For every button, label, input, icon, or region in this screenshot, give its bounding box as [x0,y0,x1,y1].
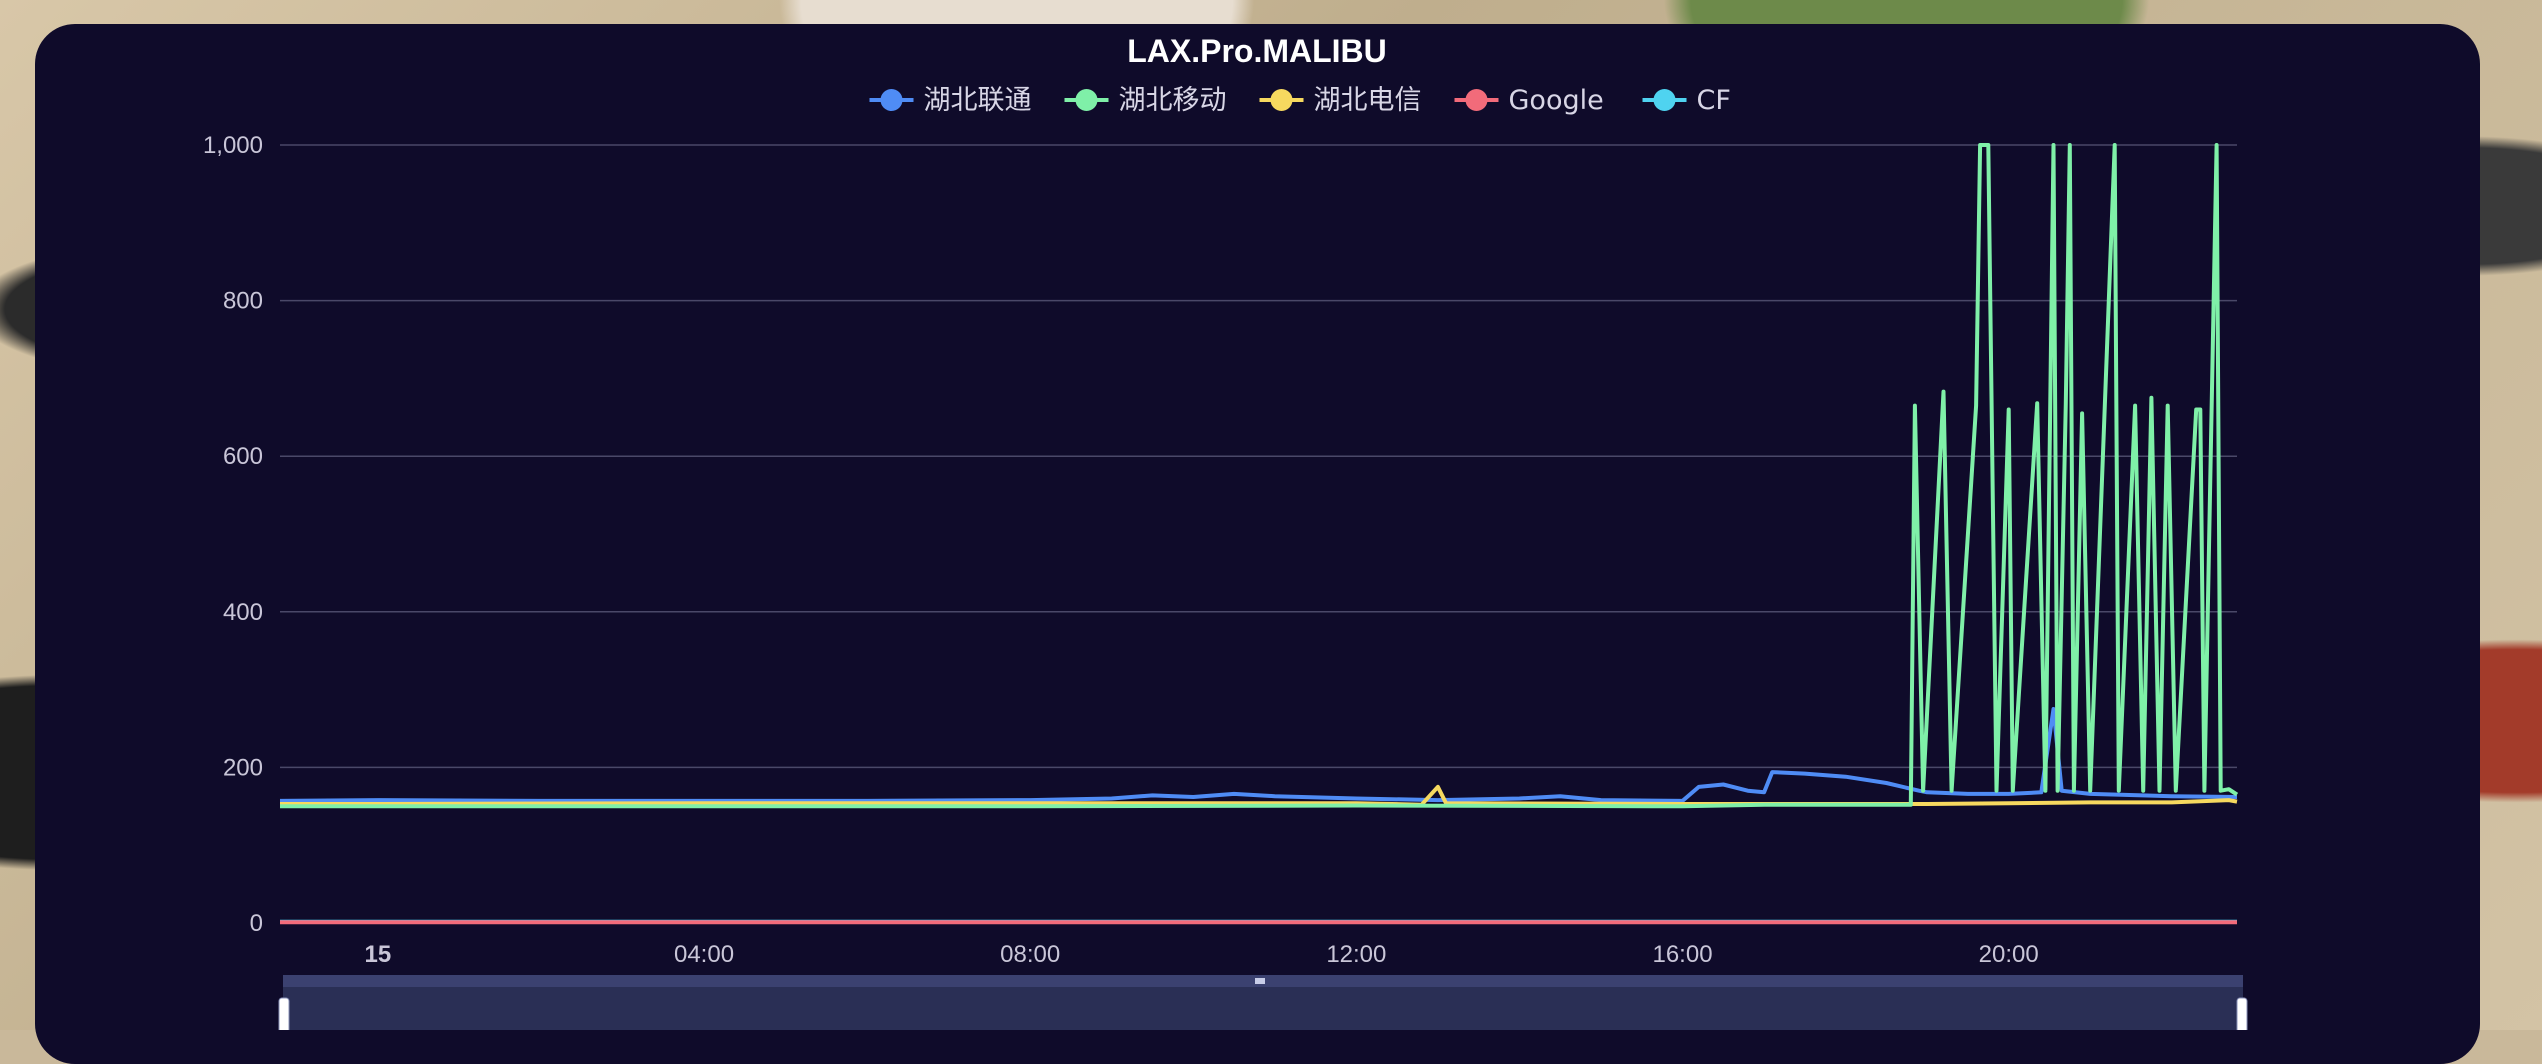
zoom-handle-right[interactable] [2236,997,2248,1030]
chart-title: LAX.Pro.MALIBU [1127,33,1387,69]
y-tick-label: 400 [223,599,263,626]
legend-marker [1465,89,1488,111]
y-tick-label: 1,000 [203,132,263,159]
zoom-handle-left[interactable] [278,997,290,1030]
y-tick-label: 600 [223,443,263,470]
legend-label: 湖北电信 [1314,85,1422,116]
series-line-2 [280,784,2238,807]
legend-marker [880,89,903,111]
legend-item[interactable]: CF [1642,85,1731,116]
legend-marker [1653,89,1676,111]
series-line-0 [279,707,2238,803]
series-line-1 [280,143,2239,809]
x-tick-label: 20:00 [1979,941,2039,968]
x-tick-label: 16:00 [1652,941,1712,968]
x-tick-label: 15 [364,941,391,968]
x-tick-label: 08:00 [1000,941,1060,968]
y-axis: 0 200 400 600 800 1,000 [203,132,263,937]
zoom-track[interactable] [283,975,2243,1030]
legend-marker [1075,89,1098,111]
y-tick-label: 800 [223,288,263,315]
x-tick-label: 12:00 [1326,941,1386,968]
y-tick-label: 0 [250,910,263,937]
data-zoom-slider[interactable] [278,975,2248,1030]
zoom-grip-center[interactable] [1255,978,1265,984]
legend: 湖北联通 湖北移动 湖北电信 Google CF [869,85,1731,116]
legend-label: Google [1509,85,1604,116]
legend-item[interactable]: Google [1454,85,1604,116]
legend-item[interactable]: 湖北电信 [1259,85,1422,116]
x-tick-label: 04:00 [674,941,734,968]
legend-label: 湖北联通 [924,85,1032,116]
legend-label: 湖北移动 [1119,85,1227,116]
legend-item[interactable]: 湖北移动 [1064,85,1227,116]
latency-chart: LAX.Pro.MALIBU 0 200 400 600 800 1,000 15 04:0… [203,33,2248,1030]
series-lines [279,143,2239,925]
legend-item[interactable]: 湖北联通 [869,85,1032,116]
legend-marker [1270,89,1293,111]
legend-label: CF [1697,85,1731,116]
y-tick-label: 200 [223,754,263,781]
x-axis: 15 04:00 08:00 12:00 16:00 20:00 [364,941,2038,968]
